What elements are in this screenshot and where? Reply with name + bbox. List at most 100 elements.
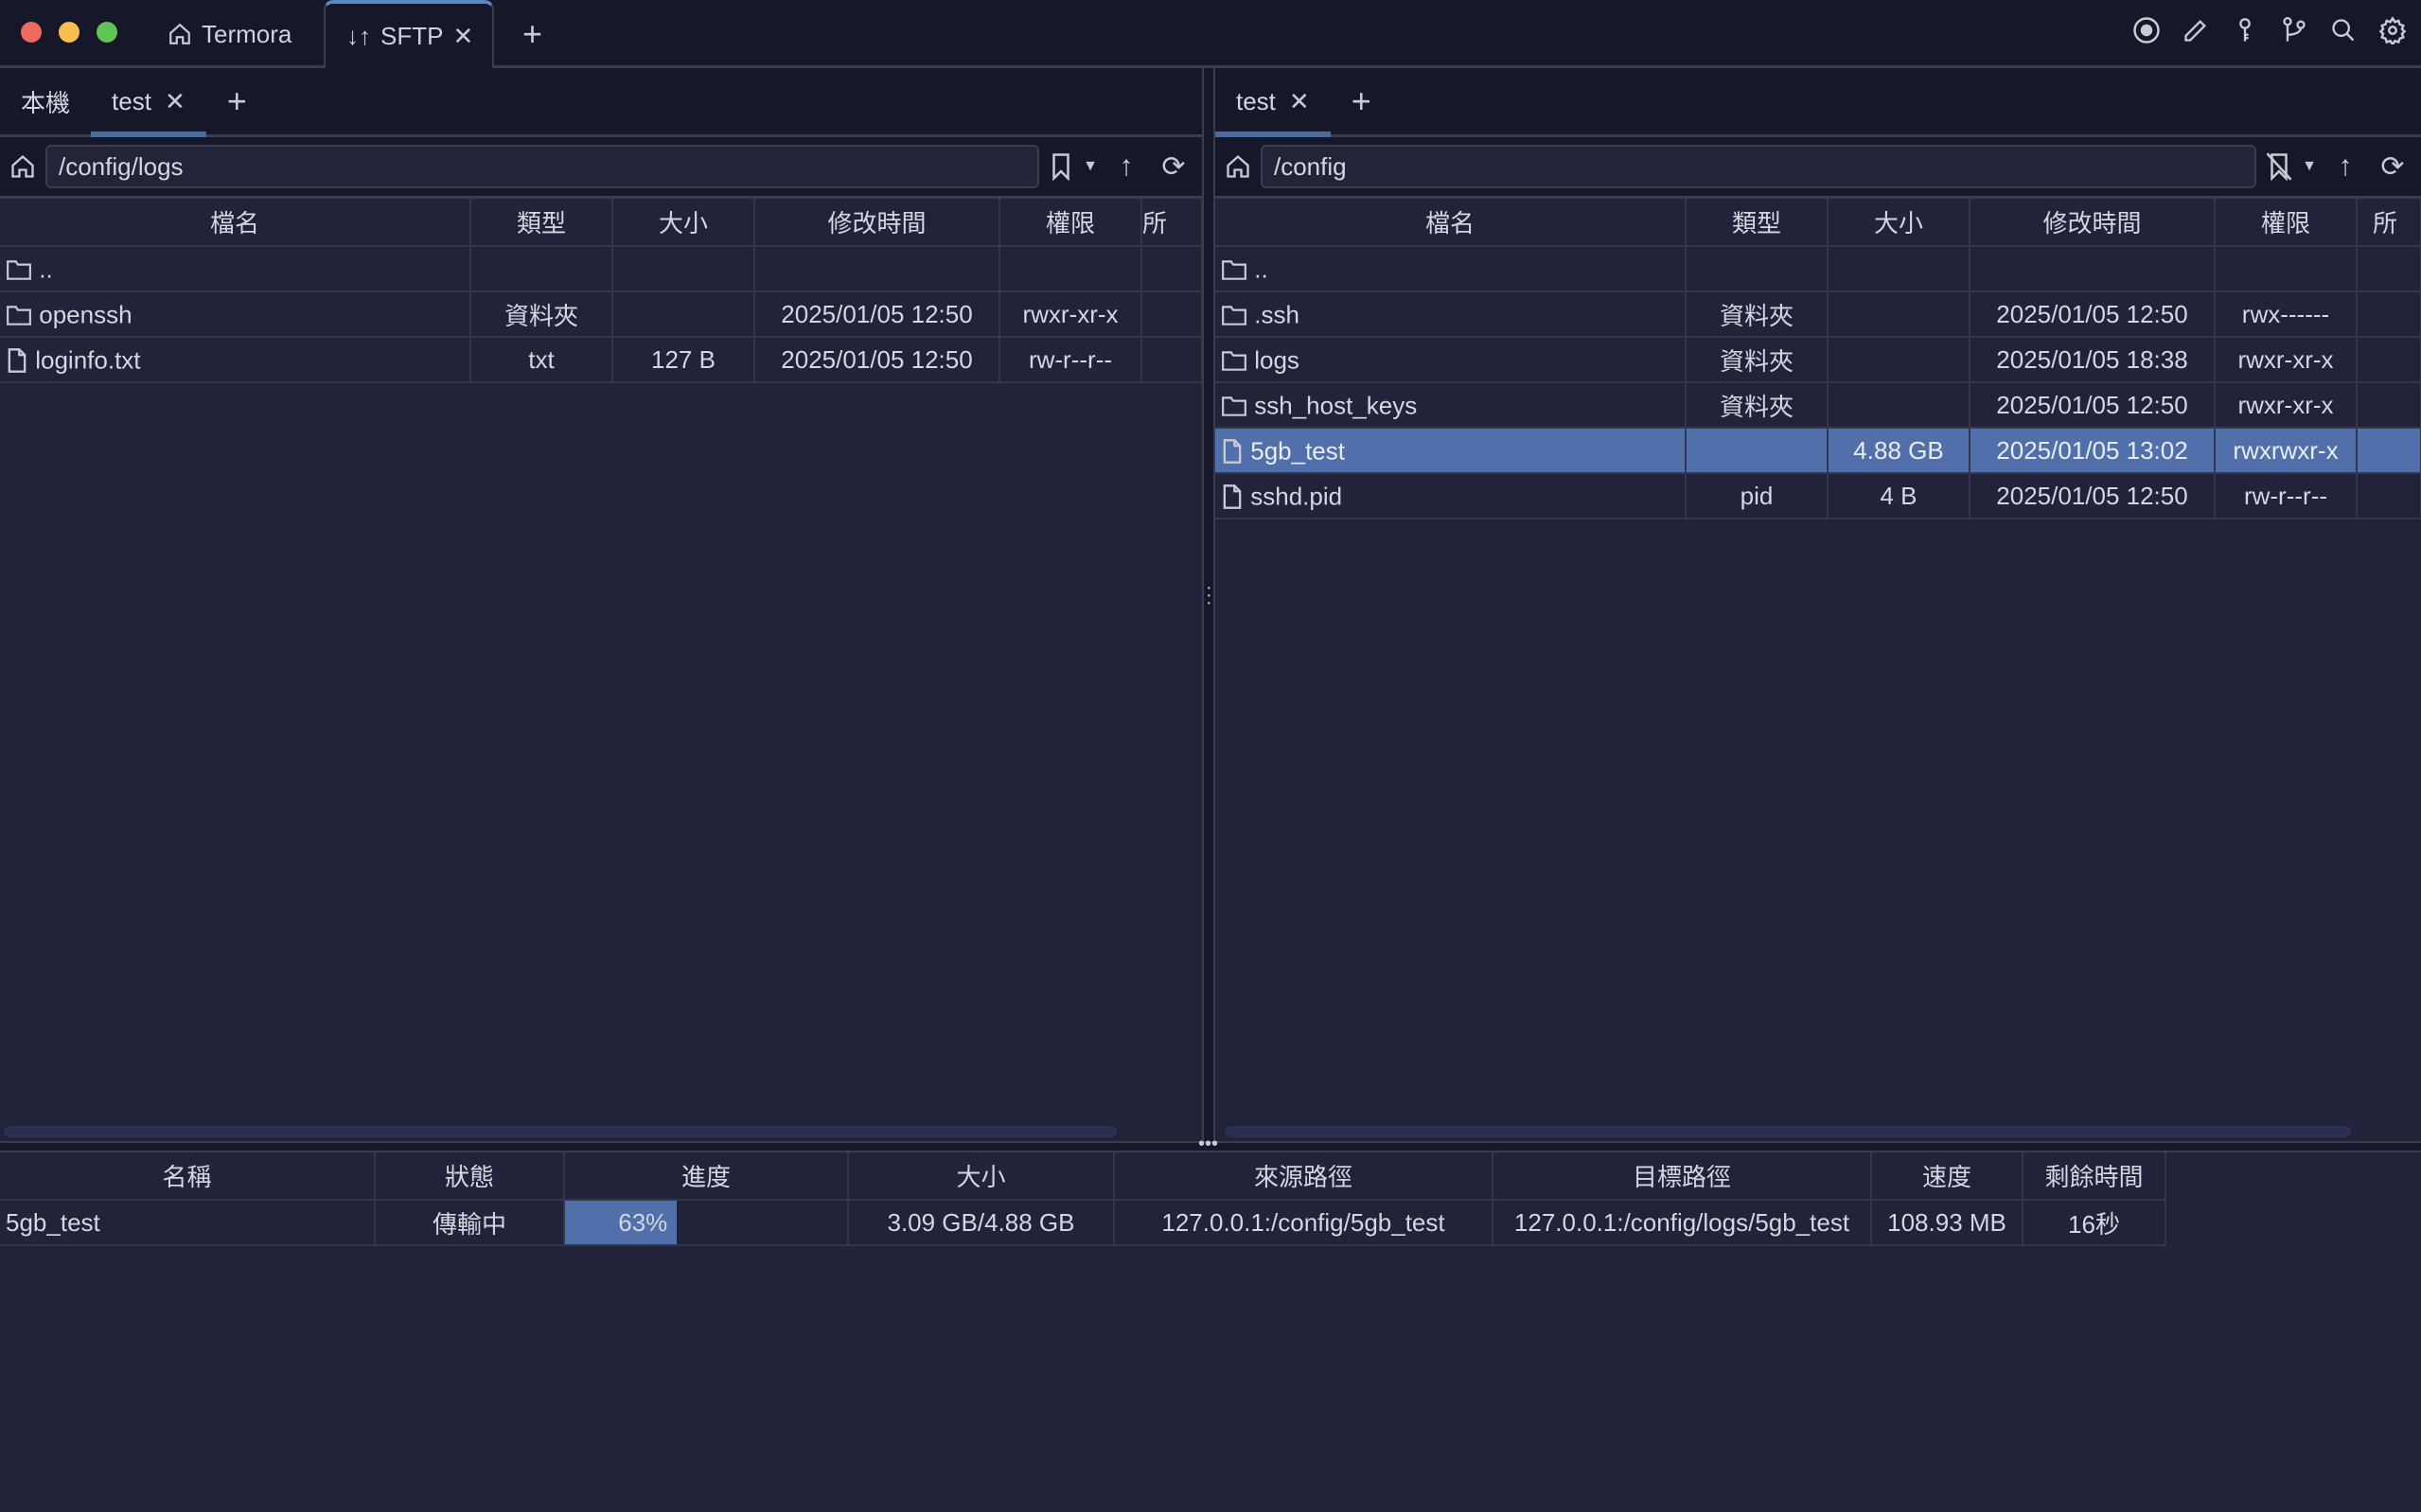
column-header-perm[interactable]: 權限 <box>999 199 1142 247</box>
column-header-size[interactable]: 大小 <box>1828 199 1970 247</box>
file-size-cell: 127 B <box>612 337 755 383</box>
arrow-up-icon[interactable]: ↑ <box>2338 150 2353 182</box>
column-header-mtime[interactable]: 修改時間 <box>1970 199 2216 247</box>
file-row[interactable]: openssh 資料夾 2025/01/05 12:50 rwxr-xr-x <box>0 291 1203 338</box>
home-icon[interactable] <box>1225 153 1251 180</box>
file-name-cell: openssh <box>0 291 471 338</box>
file-type-cell <box>1686 246 1829 292</box>
transfer-splitter[interactable]: ••• <box>0 1134 2421 1154</box>
path-input[interactable] <box>45 145 1040 188</box>
file-mtime-cell: 2025/01/05 12:50 <box>1970 473 2216 519</box>
file-row[interactable]: ssh_host_keys 資料夾 2025/01/05 12:50 rwxr-… <box>1215 382 2421 429</box>
title-bar: Termora ↓↑ SFTP ✕ + <box>0 0 2421 69</box>
tab-local[interactable]: 本機 <box>21 88 71 117</box>
file-row[interactable]: .. <box>1215 246 2421 292</box>
close-tab-icon[interactable]: ✕ <box>1288 86 1310 115</box>
transfer-column-header[interactable]: 目標路徑 <box>1493 1152 1872 1201</box>
column-header-mtime[interactable]: 修改時間 <box>754 199 1000 247</box>
file-name-cell: .ssh <box>1215 291 1687 338</box>
file-icon <box>1221 483 1244 510</box>
file-size-cell <box>1828 246 1970 292</box>
horizontal-scrollbar[interactable] <box>1225 1126 2351 1137</box>
maximize-window-button[interactable] <box>97 22 117 43</box>
minimize-window-button[interactable] <box>59 22 80 43</box>
dropdown-arrow-icon[interactable]: ▼ <box>2302 158 2317 174</box>
refresh-icon[interactable]: ⟳ <box>1161 150 1186 183</box>
tab-test[interactable]: test ✕ <box>1215 68 1331 137</box>
new-tab-button[interactable]: + <box>1331 68 1392 134</box>
column-header-size[interactable]: 大小 <box>612 199 755 247</box>
remote-panel: test✕ + ▼ ↑ ⟳ 檔名 類型 大小 修改時間 權限 所 .. .ssh… <box>1215 68 2421 1143</box>
pencil-icon[interactable] <box>2179 13 2213 47</box>
local-panel: 本機 test✕ + ▼ ↑ ⟳ 檔名 類型 大小 修改時間 權限 所 .. o… <box>0 68 1203 1143</box>
file-name-cell: 5gb_test <box>1215 428 1687 474</box>
file-row[interactable]: 5gb_test 4.88 GB 2025/01/05 13:02 rwxrwx… <box>1215 428 2421 474</box>
transfer-column-header[interactable]: 名稱 <box>0 1152 376 1201</box>
close-window-button[interactable] <box>21 22 42 43</box>
file-perm-cell <box>999 246 1142 292</box>
close-tab-icon[interactable]: ✕ <box>164 86 186 115</box>
path-input[interactable] <box>1261 145 2257 188</box>
file-perm-cell: rwxrwxr-x <box>2215 428 2358 474</box>
file-row[interactable]: loginfo.txt txt 127 B 2025/01/05 12:50 r… <box>0 337 1203 383</box>
column-header-type[interactable]: 類型 <box>470 199 613 247</box>
column-header-name[interactable]: 檔名 <box>1215 199 1687 247</box>
transfer-column-header[interactable]: 狀態 <box>375 1152 565 1201</box>
file-size-cell <box>612 246 755 292</box>
file-size-cell <box>1828 337 1970 383</box>
file-perm-cell: rwxr-xr-x <box>2215 382 2358 429</box>
column-header-owner[interactable]: 所 <box>2357 199 2421 247</box>
transfer-column-header[interactable]: 速度 <box>1871 1152 2023 1201</box>
transfer-row[interactable]: 5gb_test 傳輸中 63% 3.09 GB/4.88 GB 127.0.0… <box>0 1200 2166 1246</box>
tab-sftp[interactable]: ↓↑ SFTP ✕ <box>324 0 494 69</box>
transfer-column-header[interactable]: 剩餘時間 <box>2023 1152 2166 1201</box>
file-owner-cell <box>2357 337 2421 383</box>
plus-icon: + <box>226 81 247 120</box>
file-type-cell <box>470 246 613 292</box>
folder-icon <box>1221 258 1247 281</box>
tab-termora[interactable]: Termora <box>147 0 312 68</box>
transfer-column-header[interactable]: 來源路徑 <box>1114 1152 1493 1201</box>
file-row[interactable]: logs 資料夾 2025/01/05 18:38 rwxr-xr-x <box>1215 337 2421 383</box>
new-tab-button[interactable]: + <box>502 0 563 68</box>
file-row[interactable]: sshd.pid pid 4 B 2025/01/05 12:50 rw-r--… <box>1215 473 2421 519</box>
bookmark-off-icon[interactable] <box>2266 152 2292 181</box>
key-icon[interactable] <box>2228 13 2262 47</box>
file-row[interactable]: .. <box>0 246 1203 292</box>
refresh-icon[interactable]: ⟳ <box>2380 150 2405 183</box>
file-mtime-cell: 2025/01/05 12:50 <box>1970 382 2216 429</box>
close-tab-icon[interactable]: ✕ <box>452 22 474 50</box>
file-type-cell <box>1686 428 1829 474</box>
home-icon[interactable] <box>9 153 36 180</box>
dropdown-arrow-icon[interactable]: ▼ <box>1083 158 1098 174</box>
column-header-perm[interactable]: 權限 <box>2215 199 2358 247</box>
file-row[interactable]: .ssh 資料夾 2025/01/05 12:50 rwx------ <box>1215 291 2421 338</box>
file-name-cell: sshd.pid <box>1215 473 1687 519</box>
transfer-column-header[interactable]: 進度 <box>564 1152 849 1201</box>
transfer-column-header[interactable]: 大小 <box>848 1152 1115 1201</box>
search-icon[interactable] <box>2326 13 2360 47</box>
horizontal-scrollbar[interactable] <box>4 1126 1117 1137</box>
file-mtime-cell <box>1970 246 2216 292</box>
git-branch-icon[interactable] <box>2277 13 2311 47</box>
file-owner-cell <box>2357 473 2421 519</box>
gear-icon[interactable] <box>2376 13 2410 47</box>
record-icon[interactable] <box>2129 13 2164 47</box>
progress-label: 63% <box>618 1207 668 1237</box>
file-perm-cell: rw-r--r-- <box>999 337 1142 383</box>
file-size-cell: 4 B <box>1828 473 1970 519</box>
file-perm-cell: rwxr-xr-x <box>999 291 1142 338</box>
bookmark-icon[interactable] <box>1049 152 1073 181</box>
arrow-up-icon[interactable]: ↑ <box>1119 150 1134 182</box>
file-name-cell: .. <box>0 246 471 292</box>
column-header-name[interactable]: 檔名 <box>0 199 471 247</box>
tab-test[interactable]: test ✕ <box>91 68 206 137</box>
file-mtime-cell: 2025/01/05 12:50 <box>1970 291 2216 338</box>
column-header-type[interactable]: 類型 <box>1686 199 1829 247</box>
file-type-cell: pid <box>1686 473 1829 519</box>
new-tab-button[interactable]: + <box>206 68 268 134</box>
panel-splitter[interactable]: · · · <box>1202 68 1215 1143</box>
plus-icon: + <box>522 14 543 53</box>
transfer-arrows-icon: ↓↑ <box>346 22 371 50</box>
column-header-owner[interactable]: 所 <box>1141 199 1203 247</box>
